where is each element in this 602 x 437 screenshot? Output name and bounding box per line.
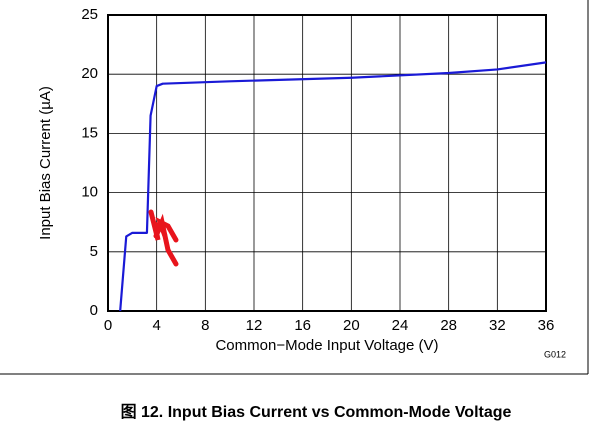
x-tick-label: 4 (152, 317, 160, 334)
scribble (153, 213, 179, 267)
plot: 0 5 10 15 20 25 0 4 8 12 16 20 24 28 32 36 (81, 6, 554, 334)
x-axis-label: Common−Mode Input Voltage (V) (215, 337, 438, 354)
y-tick-label: 15 (81, 124, 98, 141)
x-tick-label: 0 (104, 317, 112, 334)
annotation-scribble (148, 209, 179, 267)
y-tick-label: 10 (81, 184, 98, 201)
x-tick-label: 36 (538, 317, 555, 334)
y-tick-label: 25 (81, 6, 98, 23)
x-tick-label: 20 (343, 317, 360, 334)
x-tick-label: 28 (440, 317, 457, 334)
y-tick-label: 0 (90, 302, 98, 319)
y-axis-label: Input Bias Current (µA) (37, 86, 54, 240)
y-tick-label: 5 (90, 243, 98, 260)
x-tick-label: 12 (246, 317, 263, 334)
figure-caption: 图 12. Input Bias Current vs Common-Mode … (121, 403, 512, 421)
y-tick-label: 20 (81, 65, 98, 82)
figure-code: G012 (544, 349, 566, 359)
x-tick-label: 32 (489, 317, 506, 334)
x-tick-label: 8 (201, 317, 209, 334)
plot-frame (107, 14, 547, 312)
data-line (119, 61, 547, 312)
x-tick-label: 16 (294, 317, 311, 334)
x-tick-label: 24 (392, 317, 409, 334)
